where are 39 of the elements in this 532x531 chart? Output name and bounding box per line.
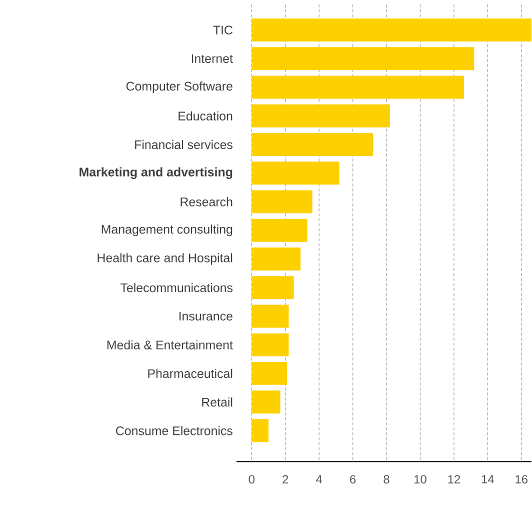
bar [252,304,289,328]
bar [252,133,374,156]
y-tick-label: Research [180,197,232,207]
bar [252,334,289,357]
y-tick-label: Financial services [135,140,232,150]
bar [252,47,474,70]
x-tick-label: 12 [448,475,460,484]
x-tick-label: 14 [482,475,494,484]
x-tick-label: 0 [248,475,255,484]
y-tick-label: Pharmaceutical [148,369,232,378]
y-tick-label: Retail [202,398,232,407]
y-tick-label: Consume Electronics [116,426,232,436]
y-tick-label: Marketing and advertising [80,168,232,180]
bar [252,190,312,214]
y-tick-label: Management consulting [102,224,232,236]
bar [252,276,294,300]
y-tick-label: Telecommunications [120,283,233,292]
y-tick-label: TIC [213,26,232,35]
bar [252,419,269,442]
y-tick-label: Computer Software [126,82,232,94]
bar [252,362,288,386]
y-tick-label: Insurance [179,312,232,321]
y-tick-label: Internet [192,54,233,64]
x-tick-label: 16 [516,475,528,484]
x-tick-label: 4 [316,475,322,484]
x-tick-label: 6 [350,475,356,484]
bar [252,104,390,128]
bar [252,219,308,242]
bar [252,162,340,185]
y-tick-label: Health care and Hospital [98,253,232,266]
bar [252,248,301,271]
bar [252,390,280,414]
y-tick-label: Media & Entertainment [107,340,233,350]
bar [252,76,464,100]
x-tick-label: 2 [282,475,288,484]
bar [252,18,532,42]
x-tick-label: 10 [414,475,426,484]
y-tick-label: Education [178,112,232,121]
x-tick-label: 8 [384,475,390,484]
